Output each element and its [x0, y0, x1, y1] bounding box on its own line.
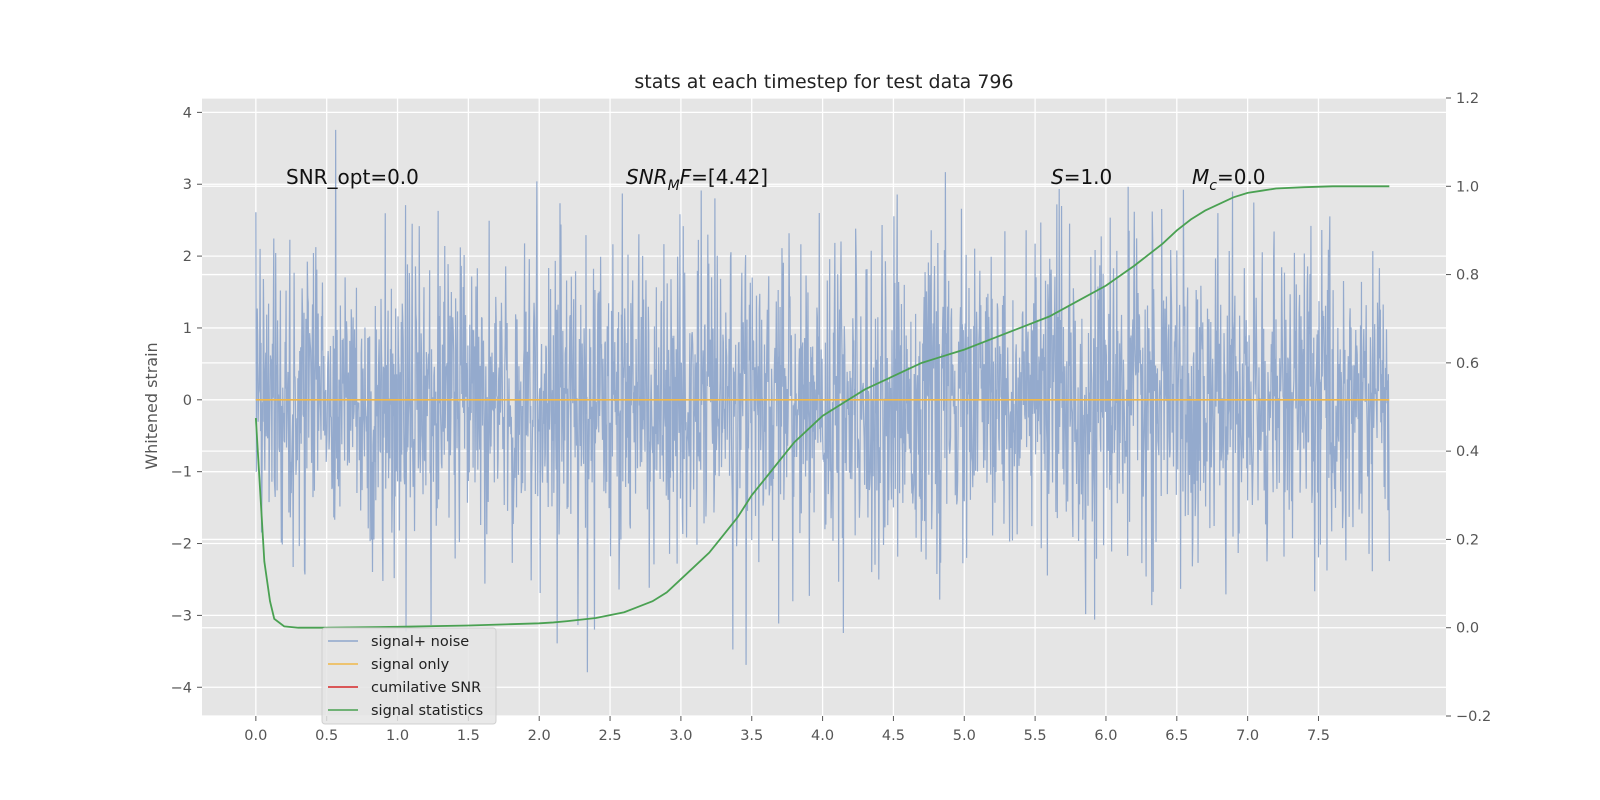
legend-entry-cumulative-snr: cumilative SNR [328, 680, 481, 696]
x-tick-label: 7.5 [1307, 728, 1330, 744]
y2-tick-label: 0.4 [1456, 444, 1479, 460]
x-tick-label: 6.0 [1094, 728, 1117, 744]
y2-tick-label: 0.8 [1456, 268, 1479, 284]
axes: 0.0 0.5 1.0 1.5 2.0 2.5 3.0 3.5 4.0 4.5 5.0 5.5 6.0 6… [171, 91, 1492, 744]
legend-label-signal-noise: signal+ noise [371, 634, 469, 650]
y2-tick-label: 0.2 [1456, 532, 1479, 548]
x-tick-label: 4.5 [882, 728, 905, 744]
y-tick-label: 2 [183, 249, 192, 265]
x-tick-label: 1.0 [386, 728, 409, 744]
legend-entry-signal-only: signal only [328, 657, 450, 673]
y2-tick-label: 1.2 [1456, 91, 1479, 107]
y-tick-label: 4 [183, 105, 192, 121]
y-tick-label: 0 [183, 393, 192, 409]
x-tick-label: 3.5 [740, 728, 763, 744]
y-tick-label: −1 [171, 465, 192, 481]
annotation-s: S=1.0 [1051, 165, 1112, 189]
x-tick-label: 4.0 [811, 728, 834, 744]
y2-tick-label: 1.0 [1456, 179, 1479, 195]
x-tick-label: 7.0 [1236, 728, 1259, 744]
x-tick-label: 5.0 [953, 728, 976, 744]
y-tick-label: −4 [171, 680, 192, 696]
legend-entry-signal-statistics: signal statistics [328, 703, 483, 719]
annotation-mc: Mc=0.0 [1192, 165, 1266, 194]
y-axis-label: Whitened strain [142, 342, 161, 469]
annotation-snr-mf: SNRMF=[4.42] [626, 165, 768, 194]
legend-entry-signal-noise: signal+ noise [328, 634, 469, 650]
y-tick-label: 1 [183, 321, 192, 337]
series-line-signal-noise [255, 129, 1390, 673]
x-tick-label: 3.0 [669, 728, 692, 744]
y2-tick-label: 0.6 [1456, 356, 1479, 372]
x-tick-label: 5.5 [1024, 728, 1047, 744]
x-tick-label: 2.0 [528, 728, 551, 744]
y-tick-label: 3 [183, 177, 192, 193]
x-tick-label: 0.5 [315, 728, 338, 744]
legend-label-signal-only: signal only [371, 657, 450, 673]
plot-area-background [202, 98, 1446, 716]
legend: signal+ noise signal only cumilative SNR… [321, 627, 497, 725]
legend-label-cumulative-snr: cumilative SNR [371, 680, 481, 696]
legend-box [321, 627, 497, 725]
x-tick-label: 6.5 [1165, 728, 1188, 744]
annotation-snr-opt: SNR_opt=0.0 [286, 165, 419, 189]
x-tick-label: 1.5 [457, 728, 480, 744]
y-tick-label: −3 [171, 608, 192, 624]
y-tick-label: −2 [171, 537, 192, 553]
chart-title: stats at each timestep for test data 796 [634, 71, 1013, 93]
x-tick-label: 0.0 [244, 728, 267, 744]
series-line-signal-statistics [254, 185, 1390, 629]
plot-data [254, 129, 1390, 673]
y2-tick-label: 0.0 [1456, 621, 1479, 637]
legend-label-signal-statistics: signal statistics [371, 703, 483, 719]
x-tick-label: 2.5 [599, 728, 622, 744]
y2-tick-label: −0.2 [1456, 709, 1491, 725]
